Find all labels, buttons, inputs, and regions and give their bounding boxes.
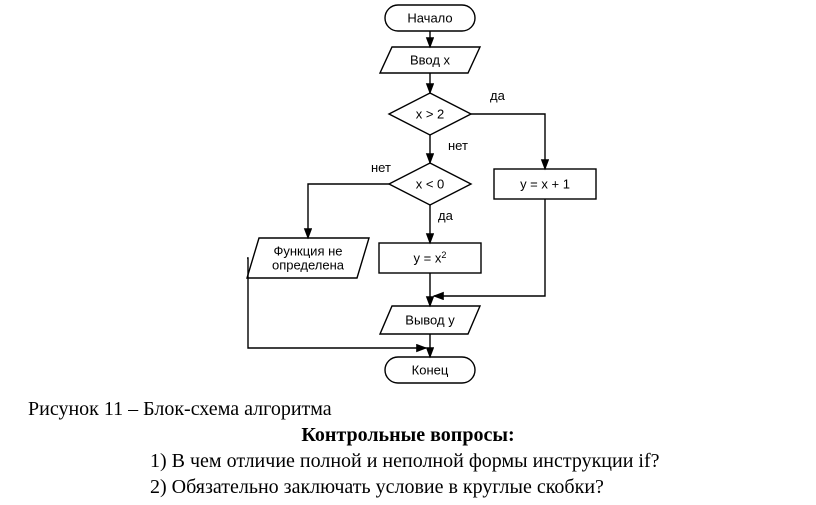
figure-caption: Рисунок 11 – Блок-схема алгоритма (28, 398, 332, 421)
svg-text:нет: нет (371, 160, 391, 175)
svg-text:Функция не: Функция не (273, 243, 342, 258)
svg-text:да: да (490, 88, 506, 103)
svg-text:определена: определена (272, 258, 345, 273)
svg-text:y = x2: y = x2 (414, 250, 447, 266)
flowchart-svg: Начало Ввод x x > 2 x < 0 y = x + 1 y = x2 Фун… (0, 0, 816, 400)
svg-text:нет: нет (448, 138, 468, 153)
svg-text:x < 0: x < 0 (416, 177, 445, 192)
svg-text:Ввод x: Ввод x (410, 53, 451, 68)
question-1: 1) В чем отличие полной и неполной формы… (150, 450, 660, 473)
svg-text:Конец: Конец (412, 363, 449, 378)
svg-text:да: да (438, 208, 454, 223)
questions-heading: Контрольные вопросы: (0, 424, 816, 447)
svg-text:Начало: Начало (407, 11, 452, 26)
svg-text:Вывод y: Вывод y (405, 313, 455, 328)
page-container: Начало Ввод x x > 2 x < 0 y = x + 1 y = x2 Фун… (0, 0, 816, 505)
question-2: 2) Обязательно заключать условие в кругл… (150, 476, 604, 499)
svg-text:y = x + 1: y = x + 1 (520, 177, 570, 192)
svg-text:x > 2: x > 2 (416, 107, 445, 122)
